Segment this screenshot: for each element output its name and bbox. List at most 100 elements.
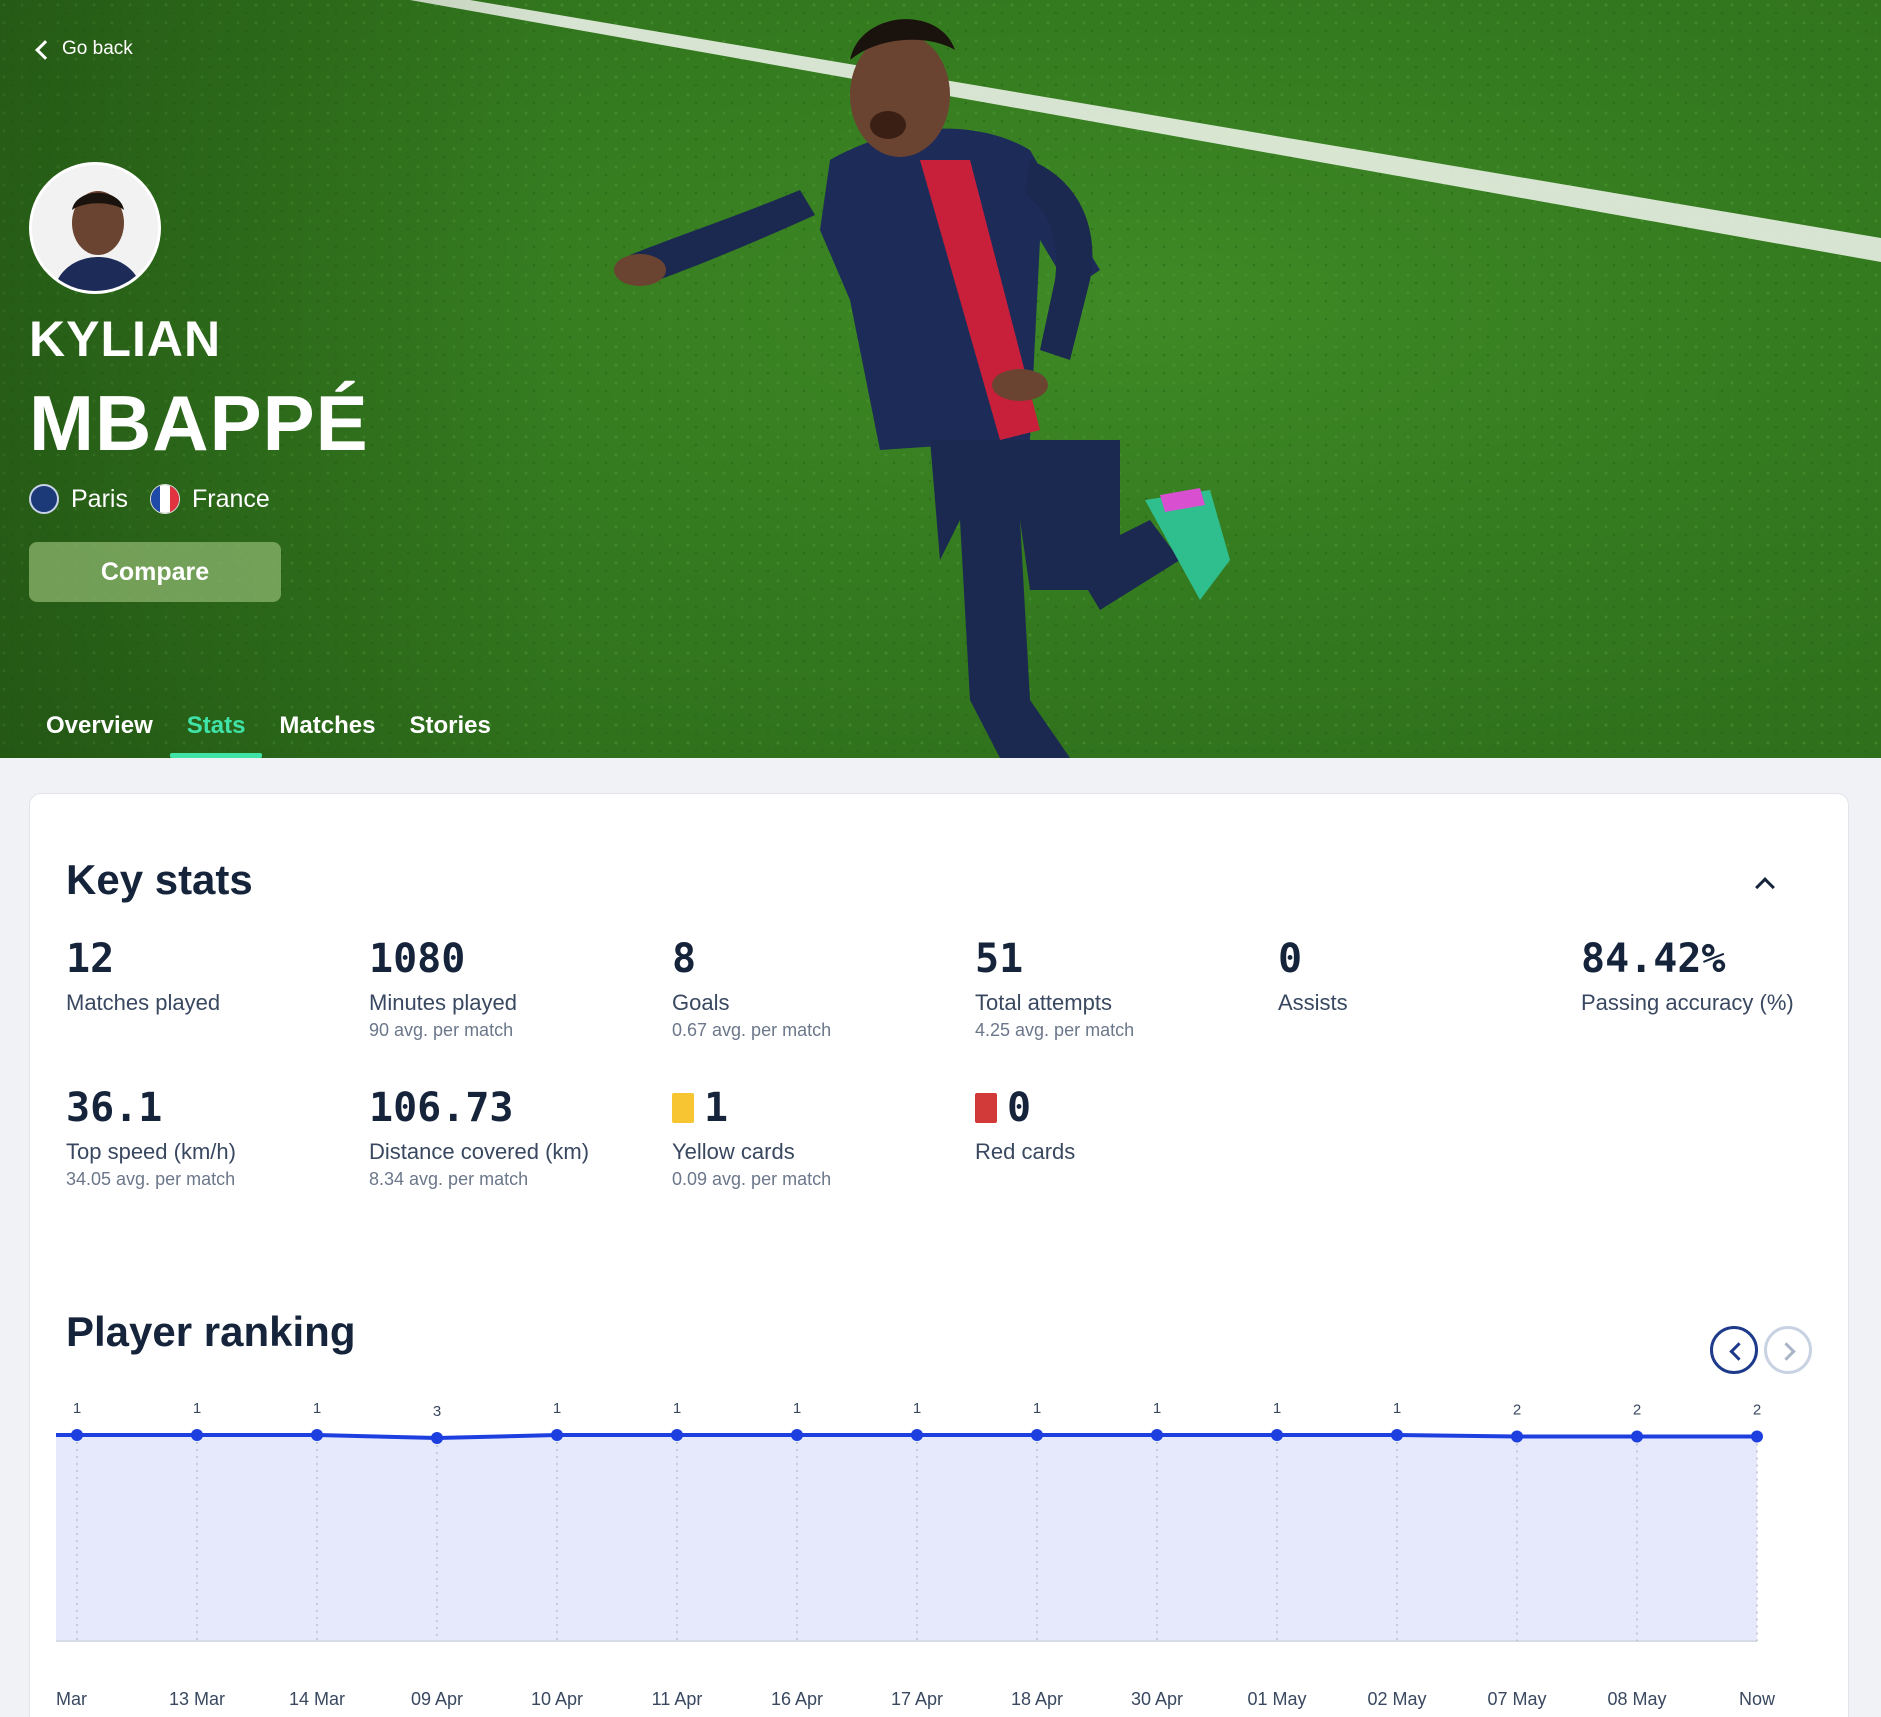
ranking-data-label: 2 <box>1633 1402 1641 1419</box>
key-stats-title: Key stats <box>66 856 253 903</box>
stat-label: Minutes played <box>369 990 517 1015</box>
ranking-line <box>56 1433 1757 1441</box>
x-tick-label: 14 Mar <box>289 1689 345 1709</box>
stat-average: 90 avg. per match <box>369 1020 514 1040</box>
stat-red-cards: 0 Red cards <box>975 1085 1265 1165</box>
stat-average: 8.34 avg. per match <box>369 1169 529 1189</box>
red-card-icon <box>975 1093 997 1123</box>
chevron-left-icon <box>35 39 55 60</box>
country-name: France <box>191 484 270 513</box>
club-name: Paris <box>71 484 128 513</box>
chevron-right-icon[interactable] <box>1764 1326 1812 1374</box>
ranking-point <box>431 1432 443 1444</box>
stat-value: 84.42% <box>1581 936 1726 982</box>
ranking-point <box>551 1429 563 1441</box>
player-meta: Paris France <box>29 484 270 514</box>
stat-matches-played: 12 Matches played <box>66 936 356 1016</box>
tab-stories[interactable]: Stories <box>409 712 491 739</box>
player-avatar <box>29 162 161 294</box>
stat-average: 0.67 avg. per match <box>672 1020 832 1040</box>
stat-label: Goals <box>672 990 730 1015</box>
stat-label: Total attempts <box>975 990 1112 1015</box>
stat-value: 36.1 <box>66 1085 163 1131</box>
stat-passing-accuracy: 84.42% Passing accuracy (%) <box>1581 936 1871 1016</box>
x-tick-label: 18 Apr <box>1011 1689 1063 1709</box>
go-back-label: Go back <box>62 38 133 59</box>
x-tick-label: 16 Apr <box>771 1689 823 1709</box>
ranking-data-label: 2 <box>1513 1402 1521 1419</box>
x-tick-label: Mar <box>56 1689 87 1709</box>
ranking-point <box>1391 1429 1403 1441</box>
x-tick-label: 30 Apr <box>1131 1689 1183 1709</box>
stat-top-speed: 36.1 Top speed (km/h) 34.05 avg. per mat… <box>66 1085 356 1190</box>
x-tick-label: 17 Apr <box>891 1689 943 1709</box>
chevron-left-icon[interactable] <box>1710 1326 1758 1374</box>
ranking-data-label: 1 <box>913 1400 921 1417</box>
stat-value: 1080 <box>369 936 466 982</box>
ranking-point <box>1631 1430 1643 1443</box>
stat-assists: 0 Assists <box>1278 936 1568 1016</box>
ranking-point <box>191 1429 203 1441</box>
ranking-data-label: 1 <box>313 1400 321 1417</box>
x-tick-label: 10 Apr <box>531 1689 583 1709</box>
ranking-point <box>1751 1430 1763 1443</box>
stat-value: 0 <box>1007 1085 1032 1131</box>
tab-overview[interactable]: Overview <box>46 712 153 739</box>
stat-label: Yellow cards <box>672 1139 795 1164</box>
ranking-point <box>911 1429 923 1441</box>
x-tick-label: 01 May <box>1247 1689 1306 1709</box>
x-tick-label: 07 May <box>1487 1689 1546 1709</box>
stat-average: 34.05 avg. per match <box>66 1169 236 1189</box>
ranking-point <box>311 1429 323 1441</box>
ranking-data-label: 1 <box>793 1400 801 1417</box>
x-tick-label: 11 Apr <box>652 1689 703 1709</box>
go-back-link[interactable]: Go back <box>35 38 133 60</box>
tab-bar: Overview Stats Matches Stories <box>29 700 508 758</box>
ranking-point <box>1271 1429 1283 1441</box>
player-last-name: MBAPPÉ <box>29 379 369 467</box>
stat-label: Assists <box>1278 990 1348 1015</box>
stat-value: 51 <box>975 936 1024 982</box>
ranking-point <box>1031 1429 1043 1441</box>
ranking-point <box>1151 1429 1163 1441</box>
ranking-point <box>671 1429 683 1441</box>
ranking-point <box>1511 1430 1523 1443</box>
x-tick-label: 08 May <box>1607 1689 1666 1709</box>
stat-average: 0.09 avg. per match <box>672 1169 832 1189</box>
tab-matches[interactable]: Matches <box>279 712 376 739</box>
ranking-data-label: 3 <box>433 1403 441 1420</box>
stat-value: 8 <box>672 936 697 982</box>
x-tick-label: 02 May <box>1367 1689 1426 1709</box>
tab-stats[interactable]: Stats <box>169 700 263 758</box>
compare-button[interactable]: Compare <box>29 542 281 602</box>
x-tick-label: Now <box>1739 1689 1776 1709</box>
ranking-data-label: 1 <box>1393 1400 1401 1417</box>
ranking-data-label: 1 <box>1153 1400 1161 1417</box>
chevron-up-icon[interactable] <box>1753 872 1775 894</box>
yellow-card-icon <box>672 1093 694 1123</box>
stat-value: 1 <box>704 1085 729 1131</box>
stat-average: 4.25 avg. per match <box>975 1020 1135 1040</box>
stat-label: Top speed (km/h) <box>66 1139 236 1164</box>
stat-total-attempts: 51 Total attempts 4.25 avg. per match <box>975 936 1265 1041</box>
avatar-image <box>32 165 158 291</box>
player-ranking-title: Player ranking <box>66 1308 356 1355</box>
stat-label: Passing accuracy (%) <box>1581 990 1794 1015</box>
ranking-area <box>56 1435 1757 1641</box>
stat-label: Red cards <box>975 1139 1076 1164</box>
stat-minutes-played: 1080 Minutes played 90 avg. per match <box>369 936 659 1041</box>
ranking-data-label: 1 <box>1033 1400 1041 1417</box>
stat-value: 0 <box>1278 936 1303 982</box>
hero-banner: Go back KYLIAN MBAPPÉ Paris France Compa… <box>0 0 1881 758</box>
ranking-data-label: 1 <box>553 1400 561 1417</box>
ranking-data-label: 1 <box>1273 1400 1281 1417</box>
stat-value: 106.73 <box>369 1085 514 1131</box>
ranking-point <box>791 1429 803 1441</box>
stat-label: Matches played <box>66 990 221 1015</box>
player-ranking-chart: 1 Mar 1 13 Mar 1 14 Mar 3 09 Apr 1 10 Apr 1 11 Apr 1… <box>56 1400 1776 1709</box>
stat-distance-covered: 106.73 Distance covered (km) 8.34 avg. p… <box>369 1085 659 1190</box>
ranking-data-label: 1 <box>73 1400 81 1417</box>
club-badge-icon <box>29 484 59 514</box>
ranking-data-label: 1 <box>673 1400 681 1417</box>
stat-value: 12 <box>66 936 115 982</box>
